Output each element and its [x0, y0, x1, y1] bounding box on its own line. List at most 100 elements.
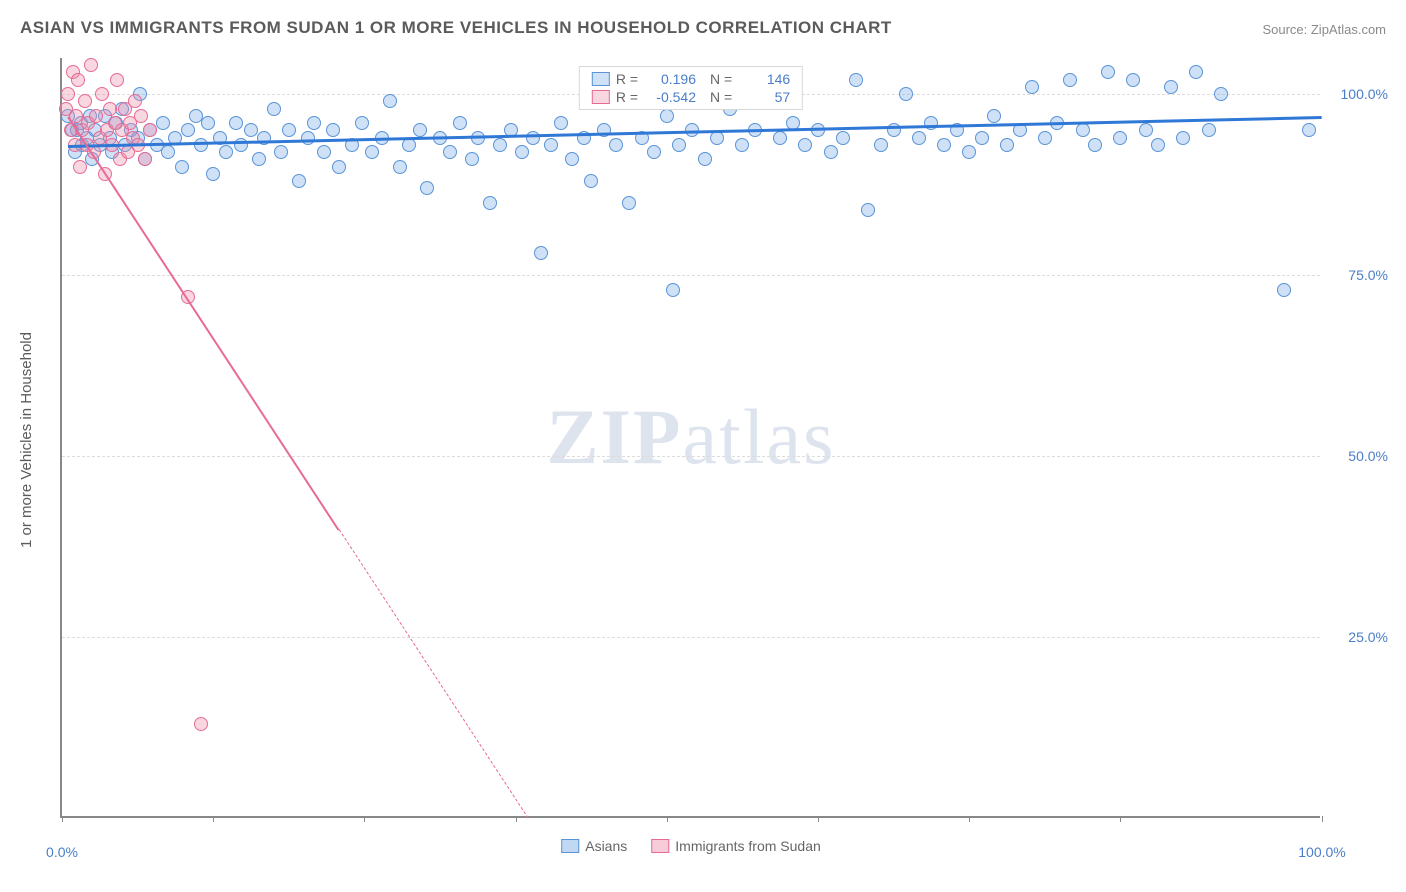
- scatter-point: [301, 131, 315, 145]
- scatter-point: [1038, 131, 1052, 145]
- scatter-point: [317, 145, 331, 159]
- legend-n-label: N =: [710, 89, 732, 105]
- scatter-point: [912, 131, 926, 145]
- scatter-point: [89, 109, 103, 123]
- watermark: ZIPatlas: [547, 392, 836, 482]
- scatter-point: [443, 145, 457, 159]
- scatter-point: [161, 145, 175, 159]
- legend-r-label: R =: [616, 71, 638, 87]
- scatter-point: [292, 174, 306, 188]
- scatter-point: [1000, 138, 1014, 152]
- legend-label: Immigrants from Sudan: [675, 838, 821, 854]
- scatter-point: [71, 73, 85, 87]
- legend-r-label: R =: [616, 89, 638, 105]
- scatter-point: [383, 94, 397, 108]
- scatter-point: [252, 152, 266, 166]
- scatter-point: [194, 717, 208, 731]
- scatter-point: [267, 102, 281, 116]
- scatter-point: [138, 152, 152, 166]
- scatter-point: [861, 203, 875, 217]
- scatter-point: [672, 138, 686, 152]
- scatter-point: [103, 102, 117, 116]
- scatter-point: [143, 123, 157, 137]
- scatter-point: [1076, 123, 1090, 137]
- scatter-point: [609, 138, 623, 152]
- scatter-point: [413, 123, 427, 137]
- scatter-point: [735, 138, 749, 152]
- x-tick: [667, 816, 668, 822]
- scatter-point: [710, 131, 724, 145]
- scatter-point: [565, 152, 579, 166]
- scatter-point: [824, 145, 838, 159]
- scatter-point: [1126, 73, 1140, 87]
- legend-n-value: 57: [738, 89, 790, 105]
- x-tick: [213, 816, 214, 822]
- chart-title: ASIAN VS IMMIGRANTS FROM SUDAN 1 OR MORE…: [20, 18, 892, 38]
- scatter-point: [836, 131, 850, 145]
- scatter-point: [201, 116, 215, 130]
- scatter-point: [773, 131, 787, 145]
- scatter-point: [554, 116, 568, 130]
- scatter-point: [95, 87, 109, 101]
- scatter-point: [282, 123, 296, 137]
- legend-swatch: [561, 839, 579, 853]
- scatter-point: [597, 123, 611, 137]
- scatter-point: [493, 138, 507, 152]
- scatter-point: [483, 196, 497, 210]
- scatter-point: [84, 58, 98, 72]
- scatter-point: [1113, 131, 1127, 145]
- gridline: [62, 275, 1320, 276]
- scatter-point: [1302, 123, 1316, 137]
- scatter-point: [134, 109, 148, 123]
- scatter-point: [798, 138, 812, 152]
- scatter-point: [899, 87, 913, 101]
- scatter-point: [666, 283, 680, 297]
- scatter-point: [128, 94, 142, 108]
- x-tick: [1322, 816, 1323, 822]
- scatter-point: [420, 181, 434, 195]
- scatter-point: [332, 160, 346, 174]
- scatter-point: [1202, 123, 1216, 137]
- x-tick: [364, 816, 365, 822]
- scatter-point: [307, 116, 321, 130]
- scatter-point: [515, 145, 529, 159]
- scatter-point: [660, 109, 674, 123]
- scatter-point: [647, 145, 661, 159]
- scatter-point: [987, 109, 1001, 123]
- legend-swatch: [592, 72, 610, 86]
- scatter-point: [453, 116, 467, 130]
- scatter-point: [156, 116, 170, 130]
- scatter-point: [962, 145, 976, 159]
- source-attribution: Source: ZipAtlas.com: [1262, 22, 1386, 37]
- scatter-point: [584, 174, 598, 188]
- scatter-point: [1176, 131, 1190, 145]
- legend-n-label: N =: [710, 71, 732, 87]
- scatter-point: [975, 131, 989, 145]
- gridline: [62, 456, 1320, 457]
- scatter-point: [326, 123, 340, 137]
- legend-swatch: [592, 90, 610, 104]
- scatter-point: [526, 131, 540, 145]
- scatter-point: [1139, 123, 1153, 137]
- scatter-point: [1277, 283, 1291, 297]
- series-legend: AsiansImmigrants from Sudan: [561, 838, 821, 854]
- scatter-point: [194, 138, 208, 152]
- x-tick-label-right: 100.0%: [1298, 844, 1345, 860]
- scatter-point: [110, 73, 124, 87]
- legend-swatch: [651, 839, 669, 853]
- scatter-point: [1151, 138, 1165, 152]
- gridline: [62, 637, 1320, 638]
- x-tick: [969, 816, 970, 822]
- scatter-point: [465, 152, 479, 166]
- x-tick: [516, 816, 517, 822]
- x-tick: [1120, 816, 1121, 822]
- scatter-point: [61, 87, 75, 101]
- y-tick-label: 100.0%: [1341, 86, 1388, 102]
- scatter-point: [402, 138, 416, 152]
- scatter-point: [78, 94, 92, 108]
- scatter-point: [544, 138, 558, 152]
- scatter-point: [1063, 73, 1077, 87]
- y-tick-label: 75.0%: [1348, 267, 1388, 283]
- scatter-point: [175, 160, 189, 174]
- legend-n-value: 146: [738, 71, 790, 87]
